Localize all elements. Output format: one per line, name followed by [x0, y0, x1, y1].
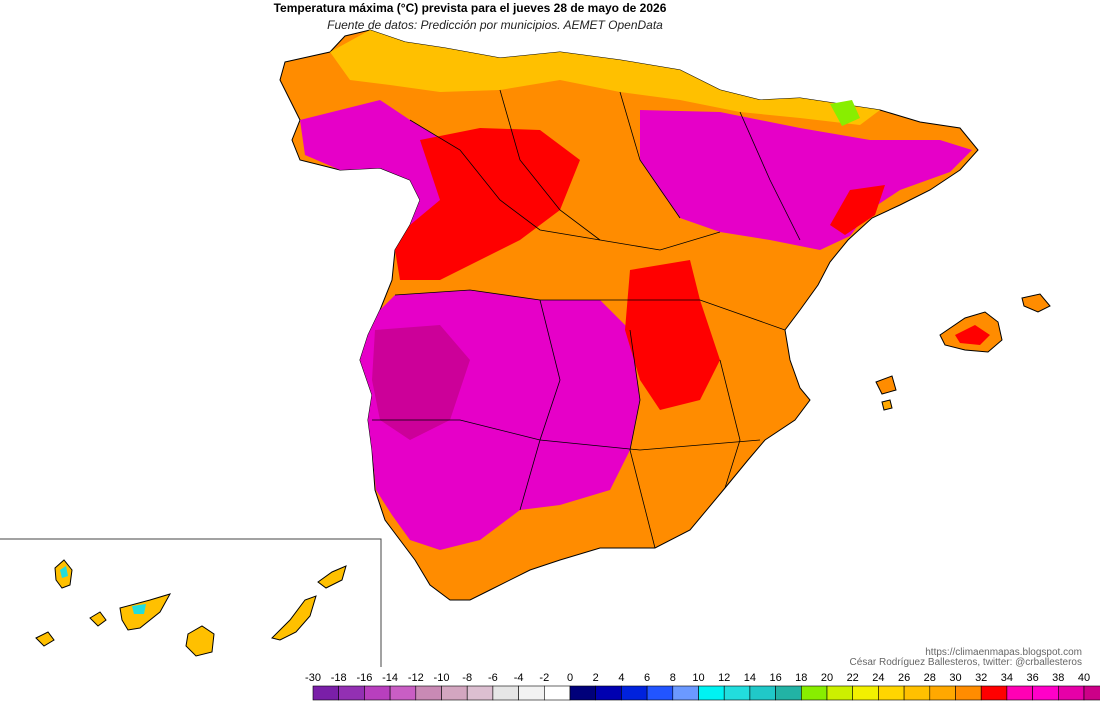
legend-swatch — [1083, 685, 1100, 701]
map-title: Temperatura máxima (°C) prevista para el… — [273, 1, 667, 15]
red-strip-catalonia — [830, 185, 885, 235]
legend-swatch — [441, 685, 468, 701]
canary-lanzarote — [317, 565, 347, 589]
legend-swatch — [621, 685, 648, 701]
legend-swatch — [415, 685, 442, 701]
legend-swatch — [518, 685, 545, 701]
legend-swatch — [672, 685, 699, 701]
legend-swatch — [878, 685, 905, 701]
legend-tick-label: 22 — [847, 672, 859, 684]
balearic-formentera — [881, 399, 893, 411]
legend-tick-label: 34 — [1001, 672, 1013, 684]
map-subtitle: Fuente de datos: Predicción por municipi… — [327, 18, 663, 32]
legend-tick-label: 24 — [872, 672, 884, 684]
legend-tick-label: -4 — [514, 672, 524, 684]
legend-swatch — [955, 685, 982, 701]
legend-tick-label: -6 — [488, 672, 498, 684]
legend-tick-label: 30 — [949, 672, 961, 684]
legend-swatch — [698, 685, 725, 701]
legend-swatch — [903, 685, 931, 701]
legend-tick-label: -18 — [331, 672, 347, 684]
legend-swatch — [1006, 685, 1033, 701]
legend-tick-label: -30 — [305, 672, 321, 684]
legend-swatch — [595, 685, 622, 701]
red-band-east — [625, 260, 720, 410]
canary-gran-canaria — [185, 625, 215, 657]
legend-tick-label: 20 — [821, 672, 833, 684]
canary-tenerife — [119, 593, 172, 631]
legend-swatch — [775, 685, 802, 701]
legend-tick-label: -2 — [539, 672, 549, 684]
legend-swatch — [826, 685, 854, 701]
legend-swatch — [929, 685, 956, 701]
legend-swatch — [492, 685, 519, 701]
legend-swatch — [312, 685, 340, 701]
canary-el-hierro — [35, 631, 55, 647]
legend-tick-label: 40 — [1078, 672, 1090, 684]
cool-coast-north — [330, 30, 880, 125]
legend-tick-label: 10 — [692, 672, 704, 684]
legend-swatch — [338, 685, 365, 701]
legend-tick-label: 38 — [1052, 672, 1064, 684]
legend-tick-label: 36 — [1026, 672, 1038, 684]
legend-swatch — [646, 685, 674, 701]
legend-tick-label: 26 — [898, 672, 910, 684]
legend-tick-label: 4 — [618, 672, 624, 684]
legend-swatch — [364, 685, 391, 701]
province-borders — [372, 89, 801, 549]
canary-inset-frame — [0, 538, 382, 667]
legend-swatch — [389, 685, 417, 701]
legend-swatch — [723, 685, 751, 701]
legend-tick-label: -12 — [408, 672, 424, 684]
legend-tick-label: -10 — [434, 672, 450, 684]
legend-tick-label: 2 — [593, 672, 599, 684]
legend-tick-label: 28 — [924, 672, 936, 684]
canary-la-gomera — [89, 611, 107, 627]
legend-swatch — [569, 685, 597, 701]
green-patch-north — [830, 100, 860, 126]
legend-tick-label: 6 — [644, 672, 650, 684]
balearic-mallorca-hot — [955, 325, 990, 345]
legend-swatch — [1032, 685, 1059, 701]
legend-swatch — [800, 685, 828, 701]
legend-swatch — [466, 685, 494, 701]
legend-tick-label: 8 — [670, 672, 676, 684]
red-band-center — [395, 128, 580, 280]
legend-tick-label: 0 — [567, 672, 573, 684]
hot-interior-northeast — [640, 110, 972, 250]
legend-tick-label: 18 — [795, 672, 807, 684]
legend-tick-label: 32 — [975, 672, 987, 684]
legend-tick-label: 12 — [718, 672, 730, 684]
balearic-ibiza — [875, 375, 897, 395]
hot-core-extremadura — [372, 325, 470, 440]
credit-author: César Rodríguez Ballesteros, twitter: @c… — [849, 657, 1082, 668]
legend-swatch — [980, 685, 1008, 701]
legend-swatch — [1058, 685, 1085, 701]
legend-swatch — [543, 685, 571, 701]
legend-tick-label: -16 — [356, 672, 372, 684]
canary-fuerteventura — [271, 595, 317, 641]
canary-la-palma-cool — [60, 566, 68, 578]
legend-swatch — [852, 685, 879, 701]
legend-tick-label: -14 — [382, 672, 398, 684]
canary-tenerife-cool — [132, 604, 146, 614]
balearic-menorca — [1021, 293, 1051, 313]
credit-url: https://climaenmapas.blogspot.com — [925, 647, 1082, 658]
legend-tick-label: 14 — [744, 672, 756, 684]
legend-swatch — [749, 685, 776, 701]
legend-tick-label: 16 — [769, 672, 781, 684]
legend-tick-label: -8 — [462, 672, 472, 684]
